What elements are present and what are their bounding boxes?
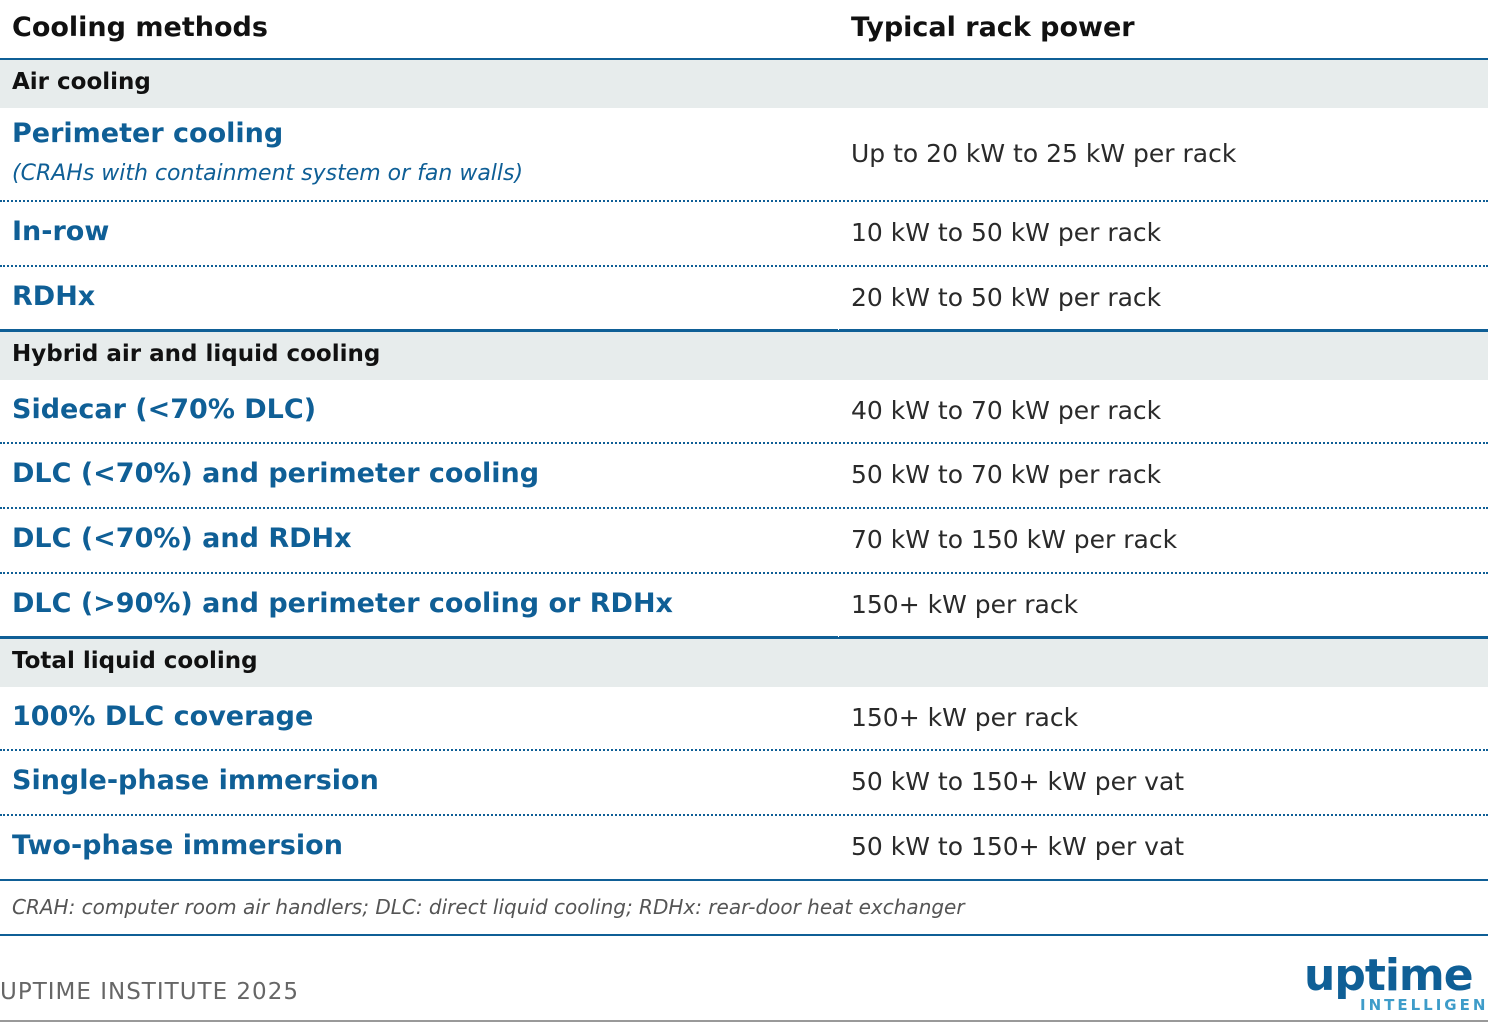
- power-value: 150+ kW per rack: [851, 590, 1079, 619]
- method-label: DLC (<70%) and perimeter cooling: [12, 458, 540, 489]
- section-header-total-liquid-cooling: Total liquid cooling: [0, 639, 1488, 687]
- footnote-divider: [0, 934, 1488, 936]
- page-bottom-border: [0, 1020, 1488, 1022]
- section-header-hybrid-cooling: Hybrid air and liquid cooling: [0, 332, 1488, 380]
- power-value: 50 kW to 150+ kW per vat: [851, 832, 1185, 861]
- section-title: Total liquid cooling: [12, 648, 258, 674]
- method-label: RDHx: [12, 281, 96, 312]
- power-value: 150+ kW per rack: [851, 703, 1079, 732]
- method-label: Perimeter cooling: [12, 118, 284, 149]
- uptime-logo-sub: INTELLIGENCE: [1360, 996, 1488, 1014]
- table-row: In-row 10 kW to 50 kW per rack: [0, 202, 1488, 265]
- table-row: DLC (>90%) and perimeter cooling or RDHx…: [0, 574, 1488, 636]
- column-separator: [838, 0, 839, 58]
- method-label: In-row: [12, 216, 110, 247]
- row-divider: [0, 507, 1488, 509]
- table-row: Single-phase immersion 50 kW to 150+ kW …: [0, 751, 1488, 814]
- credit-text: UPTIME INSTITUTE 2025: [0, 979, 299, 1005]
- table-bottom-border: [0, 879, 1488, 881]
- column-separator: [838, 200, 839, 330]
- method-label: Sidecar (<70% DLC): [12, 394, 317, 425]
- table-row: DLC (<70%) and RDHx 70 kW to 150 kW per …: [0, 509, 1488, 572]
- row-divider: [0, 814, 1488, 816]
- section-divider: [0, 329, 1488, 332]
- column-separator: [838, 442, 839, 637]
- table-row: Perimeter cooling (CRAHs with containmen…: [0, 108, 1488, 200]
- table-row: RDHx 20 kW to 50 kW per rack: [0, 267, 1488, 329]
- section-title: Hybrid air and liquid cooling: [12, 341, 381, 367]
- uptime-logo-word: uptime: [1304, 950, 1474, 1001]
- section-divider: [0, 636, 1488, 639]
- method-label: DLC (>90%) and perimeter cooling or RDHx: [12, 588, 673, 619]
- power-value: 10 kW to 50 kW per rack: [851, 218, 1162, 247]
- row-divider: [0, 200, 1488, 202]
- table-header: Cooling methods Typical rack power: [0, 0, 1488, 60]
- method-label: Two-phase immersion: [12, 830, 343, 861]
- table-row: Sidecar (<70% DLC) 40 kW to 70 kW per ra…: [0, 380, 1488, 442]
- method-label: DLC (<70%) and RDHx: [12, 523, 352, 554]
- row-divider: [0, 265, 1488, 267]
- method-label: Single-phase immersion: [12, 765, 379, 796]
- row-divider: [0, 749, 1488, 751]
- header-cooling-methods: Cooling methods: [12, 12, 268, 43]
- column-separator: [838, 749, 839, 879]
- section-header-air-cooling: Air cooling: [0, 60, 1488, 108]
- footnote: CRAH: computer room air handlers; DLC: d…: [12, 895, 965, 919]
- power-value: 50 kW to 150+ kW per vat: [851, 767, 1185, 796]
- row-divider: [0, 442, 1488, 444]
- power-value: 50 kW to 70 kW per rack: [851, 460, 1162, 489]
- power-value: 70 kW to 150 kW per rack: [851, 525, 1178, 554]
- power-value: 20 kW to 50 kW per rack: [851, 283, 1162, 312]
- method-note: (CRAHs with containment system or fan wa…: [12, 161, 524, 186]
- power-value: Up to 20 kW to 25 kW per rack: [851, 139, 1237, 168]
- table-row: Two-phase immersion 50 kW to 150+ kW per…: [0, 816, 1488, 879]
- power-value: 40 kW to 70 kW per rack: [851, 396, 1162, 425]
- method-label: 100% DLC coverage: [12, 701, 314, 732]
- section-title: Air cooling: [12, 69, 151, 95]
- row-divider: [0, 572, 1488, 574]
- table-row: 100% DLC coverage 150+ kW per rack: [0, 687, 1488, 749]
- header-typical-rack-power: Typical rack power: [851, 12, 1135, 43]
- table-row: DLC (<70%) and perimeter cooling 50 kW t…: [0, 444, 1488, 507]
